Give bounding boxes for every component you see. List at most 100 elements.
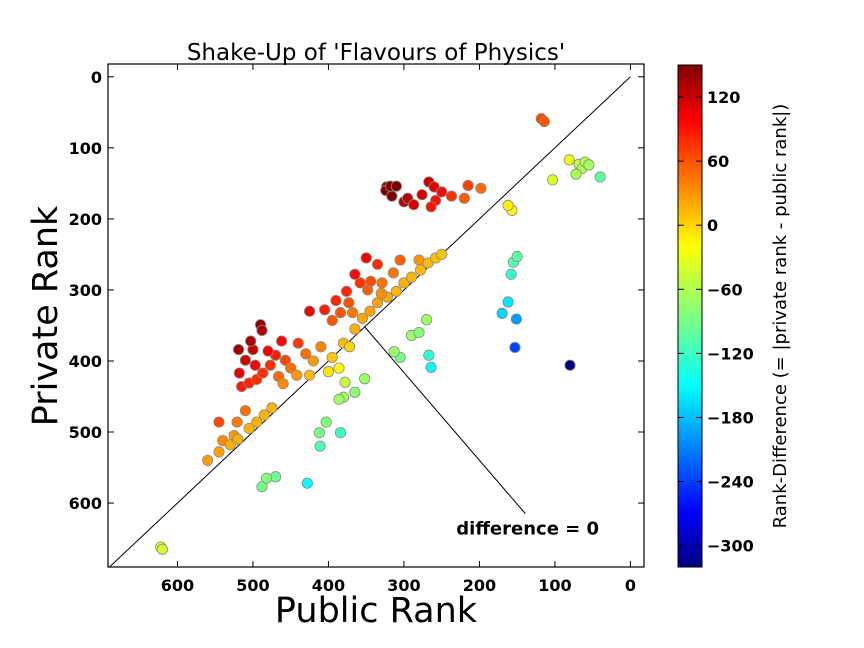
data-point [570,168,582,180]
y-tick-label: 200 [69,210,102,229]
colorbar-tick-label: −180 [707,408,754,427]
data-point [334,307,347,319]
data-point [364,305,376,317]
colorbar: 120 60 0 −60 −120 −180 −240 −300 Rank-Differenc… [677,64,791,568]
data-point [320,416,332,428]
y-tick-label: 300 [69,281,102,300]
data-point [346,307,359,319]
data-point [564,359,576,371]
data-point [594,171,606,183]
x-axis-ticks: 600 500 400 300 200 100 0 [161,64,636,595]
y-tick-label: 600 [69,494,102,513]
data-point [224,439,236,451]
data-point [343,297,355,309]
data-point [262,345,274,357]
data-point [231,416,243,428]
plot-area: 600 500 400 300 200 100 0 0100200300400500600 … [69,63,645,595]
colorbar-tick-label: −120 [707,344,754,363]
data-point [502,199,514,211]
reference-line [108,76,631,567]
data-point [277,378,289,390]
data-point [239,354,251,366]
data-point [502,296,514,308]
data-point [239,405,251,417]
data-point [245,335,257,347]
data-point [398,277,410,289]
data-point [445,190,458,202]
y-tick-label: 500 [69,423,102,442]
data-point [583,159,595,171]
data-point [233,344,245,356]
colorbar-gradient [677,64,703,568]
reference-line-group [108,76,631,567]
data-point [303,369,316,381]
data-point [314,440,326,452]
data-point [386,190,398,202]
data-point [258,409,270,421]
data-point [390,180,402,192]
data-point [349,268,361,280]
data-point [405,271,418,283]
data-point [360,252,372,264]
annotation-text: difference = 0 [456,519,599,540]
data-point [436,248,448,261]
data-point [340,285,353,297]
data-point [232,433,244,445]
data-point [251,416,263,428]
data-point [511,250,523,263]
data-point [300,348,312,360]
data-point [423,349,435,361]
data-point [371,258,384,270]
data-point [349,386,361,398]
y-tick-label: 400 [69,352,102,371]
data-point [420,314,433,326]
data-point [213,416,225,428]
data-point [233,367,245,379]
data-point [425,361,437,373]
data-point [408,199,420,211]
colorbar-ticks: 120 60 0 −60 −120 −180 −240 −300 [678,88,754,556]
points-layer [155,113,606,555]
data-point [475,182,487,194]
data-point [547,174,559,186]
annotation-arrow [364,326,526,514]
data-point [303,305,316,317]
data-point [334,427,347,439]
data-point [291,369,303,381]
data-point [349,323,361,335]
data-point [365,275,377,287]
data-point [436,186,448,198]
x-tick-label: 500 [236,576,269,595]
data-point [359,373,371,385]
data-point [202,454,214,467]
data-point [390,285,402,297]
data-point [285,362,297,374]
data-point [292,337,304,349]
colorbar-label: Rank-Difference (= |private rank - publi… [770,104,791,529]
data-point [388,346,400,358]
data-point [462,179,474,192]
data-point [264,359,276,371]
colorbar-tick-label: −60 [707,280,743,299]
data-point [315,341,327,353]
data-point [260,472,273,484]
data-point [330,294,342,307]
data-point [375,287,387,300]
data-point [257,367,269,379]
plot-frame [107,63,645,568]
data-point [343,341,356,353]
data-point [301,477,313,489]
colorbar-tick-label: −240 [707,473,754,492]
colorbar-tick-label: 120 [707,88,740,107]
colorbar-tick-label: −300 [707,537,754,556]
data-point [326,314,338,327]
data-point [319,304,331,316]
x-tick-label: 0 [625,576,636,595]
data-point [156,543,168,555]
data-point [496,307,508,319]
data-point [387,267,399,279]
y-tick-label: 0 [91,68,102,87]
data-point [376,277,388,289]
data-point [326,351,338,364]
data-point [269,471,282,483]
